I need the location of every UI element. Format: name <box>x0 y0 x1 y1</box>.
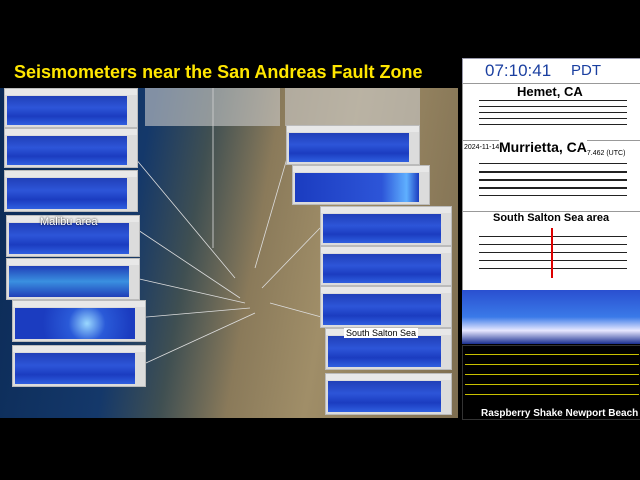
spectrogram <box>12 345 146 387</box>
spectrogram <box>292 165 430 205</box>
spectrogram <box>325 373 452 415</box>
spectrogram <box>4 170 138 212</box>
panel-title: South Salton Sea area <box>493 212 610 224</box>
spectrogram <box>320 246 452 286</box>
map-label: South Salton Sea <box>344 328 419 338</box>
spectrogram <box>12 300 146 342</box>
footer-label: Raspberry Shake Newport Beach <box>481 408 639 419</box>
timestamp: 2024-11-14 17:1 <box>464 144 515 151</box>
spectrogram <box>6 215 140 257</box>
utc: 47.462 (UTC) <box>583 150 626 157</box>
waveform-panel: Raspberry Shake Newport Beach <box>462 345 640 420</box>
panel-title: Murrietta, CA <box>499 139 587 155</box>
waveform-panel: Hemet, CA <box>462 83 640 141</box>
spectrogram <box>286 125 420 165</box>
spectrogram <box>6 258 140 300</box>
spectrogram <box>320 286 452 328</box>
connector-lines <box>134 88 420 369</box>
map-label: Malibu area <box>40 216 98 228</box>
clock-time: 07:10:41 <box>485 61 552 80</box>
clock: 07:10:41 PDT <box>462 58 640 84</box>
clock-zone: PDT <box>571 62 601 79</box>
spectrogram <box>462 290 640 344</box>
waveform-panel: South Salton Sea area <box>462 211 640 291</box>
waveform-panel: 2024-11-14 17:1 47.462 (UTC) Murrietta, … <box>462 139 640 212</box>
title: Seismometers near the San Andreas Fault … <box>14 62 423 82</box>
spectrogram <box>4 88 138 128</box>
panel-title: Hemet, CA <box>517 84 583 99</box>
spectrogram <box>320 206 452 246</box>
spectrogram <box>4 128 138 168</box>
